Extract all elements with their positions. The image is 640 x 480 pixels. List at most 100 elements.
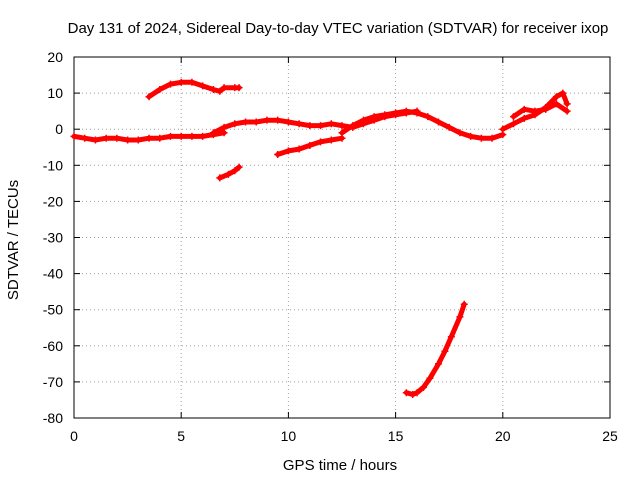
data-point [317,122,325,130]
x-tick-labels: 0 5 10 15 20 25 [70,428,618,444]
data-point [531,107,539,115]
y-tick-label: -50 [43,302,63,318]
data-point [467,132,475,140]
y-tick-label: -60 [43,338,63,354]
x-tick-label: 15 [388,428,404,444]
data-point [156,85,164,93]
data-point [216,87,224,95]
data-point [306,141,314,149]
data-point [447,333,455,341]
x-tick-label: 10 [281,428,297,444]
data-point [409,391,417,399]
series-arc-9 [510,100,571,121]
x-tick-label: 20 [495,428,511,444]
data-point [209,85,217,93]
data-point [145,93,153,101]
data-point [166,80,174,88]
data-point [327,136,335,144]
y-tick-label: -20 [43,193,63,209]
data-point [510,120,518,128]
data-point [220,84,228,92]
data-point [177,132,185,140]
data-point [224,170,232,178]
data-point [306,122,314,130]
data-point [274,116,282,124]
data-point [370,113,378,121]
data-point [402,107,410,115]
series-arc-6 [338,107,507,142]
data-point [413,389,421,397]
data-point [134,136,142,144]
series-line [339,108,506,141]
x-axis-label: GPS time / hours [283,457,397,474]
axis-ticks [73,56,611,419]
data-point [488,134,496,142]
data-point [263,116,271,124]
data-point [199,132,207,140]
x-tick-label: 0 [70,428,78,444]
y-tick-label: 20 [47,49,63,65]
data-point [235,84,243,92]
data-point [338,129,346,137]
data-point [456,129,464,137]
y-tick-label: 10 [47,85,63,101]
data-point [520,105,528,113]
y-tick-label: -40 [43,266,63,282]
data-point [456,313,464,321]
chart-title: Day 131 of 2024, Sidereal Day-to-day VTE… [68,20,609,37]
data-point [145,134,153,142]
data-point [199,82,207,90]
y-axis-label: SDTVAR / TECUs [5,180,22,300]
data-point [413,109,421,117]
data-point [381,111,389,119]
data-point [559,89,567,97]
data-point [510,113,518,121]
data-point [563,107,571,115]
data-point [338,122,346,130]
data-point [419,383,427,391]
data-point [156,134,164,142]
data-point [317,138,325,146]
data-point [209,129,217,137]
data-point [91,136,99,144]
data-point [124,136,132,144]
x-tick-label: 5 [177,428,185,444]
data-point [231,167,239,175]
data-point [520,114,528,122]
data-point [284,118,292,126]
series-line [217,164,242,181]
data-point [295,145,303,153]
data-point [274,150,282,158]
series-line [511,101,570,120]
data-point [434,360,442,368]
data-point [402,389,410,397]
data-point [216,174,224,182]
data-point [177,78,185,86]
data-point [188,78,196,86]
series-arc-1 [70,129,228,144]
data-point [434,118,442,126]
data-point [424,113,432,121]
data-point [284,147,292,155]
y-tick-label: -80 [43,410,63,426]
data-point [359,116,367,124]
x-tick-label: 25 [602,428,618,444]
data-point [231,120,239,128]
data-point [166,132,174,140]
data-point [252,118,260,126]
data-point [392,109,400,117]
data-point [113,134,121,142]
y-tick-label: -30 [43,230,63,246]
series-arc-5 [274,134,346,158]
series-arc-7 [402,300,468,399]
series-line [403,301,467,397]
data-point [477,134,485,142]
data-point [242,118,250,126]
data-point [102,134,110,142]
data-point [542,105,550,113]
series-arc-2 [145,78,243,101]
data-series [70,78,571,399]
data-point [426,374,434,382]
data-point [81,134,89,142]
